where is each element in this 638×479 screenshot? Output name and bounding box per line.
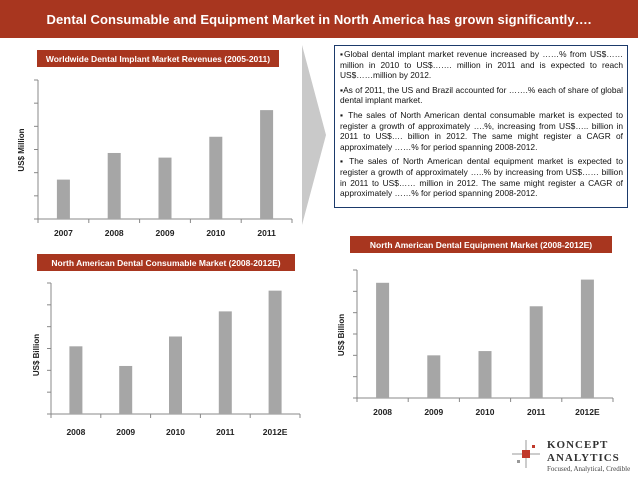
x-tick-label: 2009	[116, 427, 135, 437]
bar-2009	[427, 355, 441, 398]
x-tick-label: 2010	[166, 427, 185, 437]
bar-2010	[169, 336, 182, 414]
x-tick-label: 2011	[216, 427, 235, 437]
logo-dot	[532, 445, 535, 448]
chart-title-implant: Worldwide Dental Implant Market Revenues…	[37, 50, 279, 67]
bar-2012E	[268, 290, 282, 414]
insights-box: ▪Global dental implant market revenue in…	[334, 45, 628, 208]
bullet-us-brazil-share: ▪As of 2011, the US and Brazil accounted…	[340, 84, 623, 106]
x-tick-label: 2007	[54, 228, 73, 238]
logo-mark-icon	[512, 440, 540, 468]
bar-2008	[376, 282, 390, 398]
chart-title-equipment: North American Dental Equipment Market (…	[350, 236, 612, 253]
bar-2012E	[580, 279, 594, 398]
bullet-implant-revenue: ▪Global dental implant market revenue in…	[340, 49, 623, 81]
x-tick-label: 2010	[476, 407, 495, 417]
x-tick-label: 2009	[156, 228, 175, 238]
x-tick-label: 2008	[105, 228, 124, 238]
bar-2007	[56, 179, 70, 219]
company-logo: KONCEPT ANALYTICS Focused, Analytical, C…	[511, 437, 631, 475]
logo-tagline: Focused, Analytical, Credible	[547, 465, 631, 473]
x-tick-label: 2011	[527, 407, 546, 417]
bar-2009	[158, 157, 172, 219]
logo-dot	[517, 460, 520, 463]
bar-2010	[478, 351, 492, 398]
bullet-consumable-growth: ▪ The sales of North American dental con…	[340, 109, 623, 152]
x-tick-label: 2008	[66, 427, 85, 437]
bar-2009	[119, 365, 133, 414]
bar-2008	[107, 152, 121, 219]
page-title: Dental Consumable and Equipment Market i…	[0, 0, 638, 38]
x-tick-label: 2012E	[575, 407, 600, 417]
logo-center-square	[522, 450, 530, 458]
chart-title-consumable: North American Dental Consumable Market …	[37, 254, 295, 271]
bar-2010	[209, 136, 223, 219]
x-tick-label: 2010	[206, 228, 225, 238]
bar-2011	[260, 110, 274, 219]
x-tick-label: 2009	[424, 407, 443, 417]
y-axis-label: US$ Billion	[337, 314, 346, 356]
x-tick-label: 2012E	[263, 427, 288, 437]
x-tick-label: 2011	[257, 228, 276, 238]
x-tick-label: 2008	[373, 407, 392, 417]
logo-name-line2: ANALYTICS	[547, 452, 620, 464]
y-axis-label: US$ Million	[17, 128, 26, 171]
bar-2008	[69, 346, 83, 414]
logo-name-line1: KONCEPT	[547, 439, 609, 451]
y-axis-label: US$ Billion	[32, 334, 41, 376]
bar-2011	[529, 306, 543, 398]
bar-2011	[218, 311, 232, 414]
bullet-equipment-growth: ▪ The sales of North American dental equ…	[340, 156, 623, 199]
